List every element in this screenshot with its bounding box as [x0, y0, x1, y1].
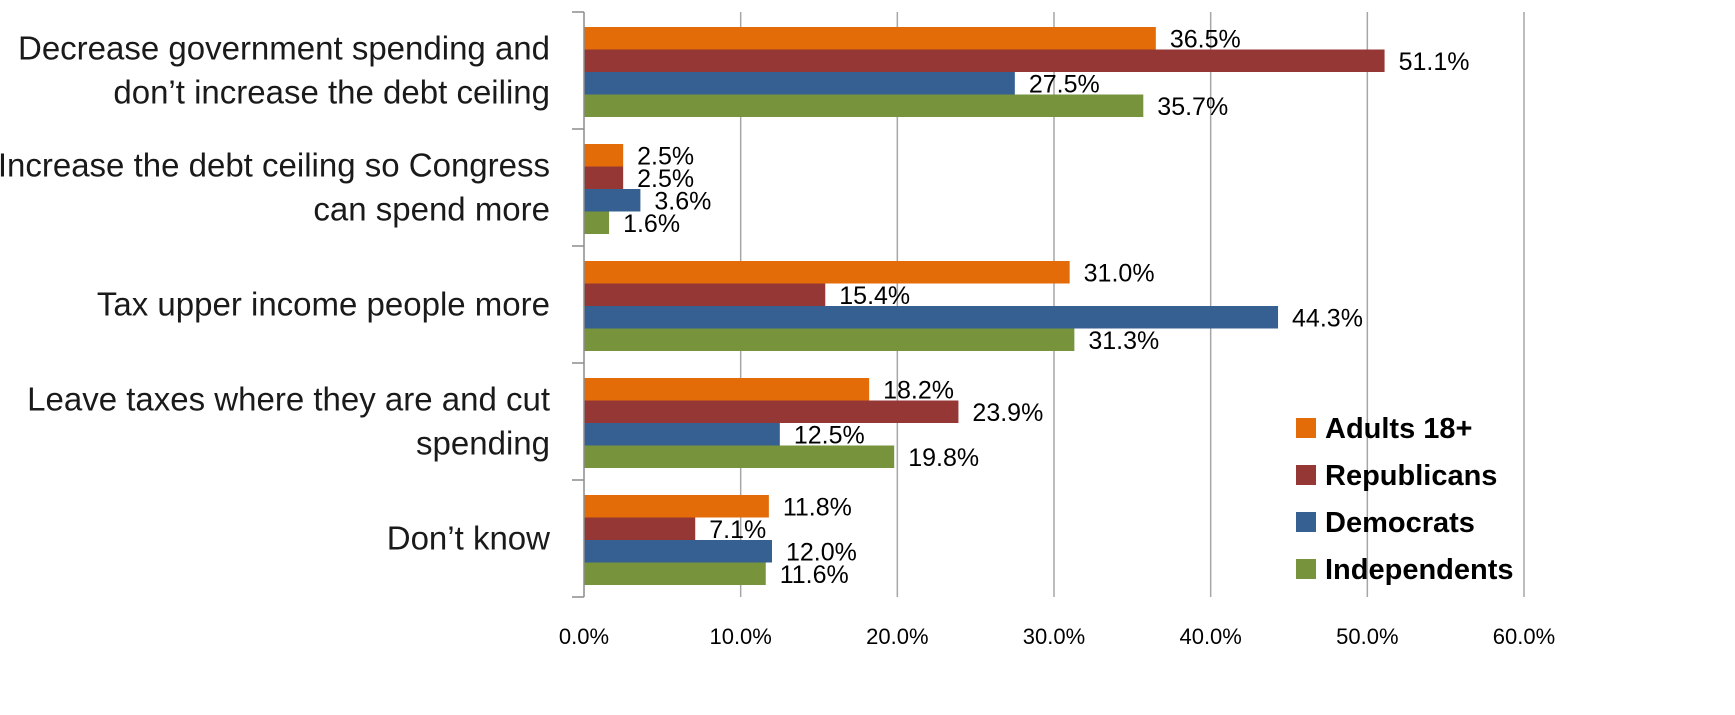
data-label: 3.6% — [654, 187, 711, 215]
bar — [584, 72, 1015, 95]
legend: Adults 18+ Republicans Democrats Independen… — [1296, 413, 1514, 586]
data-label: 31.0% — [1084, 259, 1155, 287]
bar — [584, 540, 772, 563]
data-label: 35.7% — [1157, 93, 1228, 121]
bar — [584, 261, 1070, 284]
x-tick-label: 10.0% — [709, 624, 771, 649]
data-label: 51.1% — [1399, 48, 1470, 76]
legend-label: Independents — [1325, 554, 1514, 586]
category-label: spending — [416, 425, 550, 462]
bar — [584, 328, 1075, 351]
data-label: 31.3% — [1088, 327, 1159, 355]
category-label: Decrease government spending and — [18, 30, 550, 67]
category-label: don’t increase the debt ceiling — [113, 74, 550, 111]
legend-swatch — [1296, 418, 1316, 438]
data-labels: 36.5%51.1%27.5%35.7%2.5%2.5%3.6%1.6%31.0… — [623, 25, 1469, 589]
bar — [584, 400, 959, 423]
data-label: 36.5% — [1170, 25, 1241, 53]
x-tick-label: 40.0% — [1179, 624, 1241, 649]
bar — [584, 445, 895, 468]
data-label: 23.9% — [972, 399, 1043, 427]
data-label: 2.5% — [637, 165, 694, 193]
bar — [584, 378, 870, 401]
bar — [584, 49, 1385, 72]
bar — [584, 283, 826, 306]
category-label: Tax upper income people more — [97, 286, 550, 323]
data-label: 19.8% — [908, 444, 979, 472]
data-label: 27.5% — [1029, 70, 1100, 98]
bar — [584, 211, 610, 234]
category-label: Don’t know — [387, 520, 550, 557]
data-label: 11.6% — [780, 561, 849, 589]
data-label: 44.3% — [1292, 304, 1363, 332]
legend-label: Adults 18+ — [1325, 413, 1472, 445]
legend-label: Republicans — [1325, 460, 1497, 492]
category-label: Increase the debt ceiling so Congress — [0, 147, 550, 184]
category-label: Leave taxes where they are and cut — [27, 381, 550, 418]
axes — [572, 11, 585, 598]
x-tick-label: 60.0% — [1493, 624, 1555, 649]
legend-label: Democrats — [1325, 507, 1475, 539]
data-label: 12.0% — [786, 538, 857, 566]
data-label: 2.5% — [637, 142, 694, 170]
bar — [584, 562, 766, 585]
legend-swatch — [1296, 465, 1316, 485]
bar — [584, 495, 769, 518]
bar — [584, 144, 624, 167]
data-label: 18.2% — [883, 376, 954, 404]
legend-swatch — [1296, 559, 1316, 579]
bar — [584, 94, 1144, 117]
bar — [584, 166, 624, 189]
bar — [584, 306, 1279, 329]
data-label: 15.4% — [839, 282, 910, 310]
bar — [584, 27, 1156, 50]
x-tick-label: 50.0% — [1336, 624, 1398, 649]
x-tick-label: 30.0% — [1023, 624, 1085, 649]
x-tick-label: 0.0% — [559, 624, 609, 649]
category-labels: Decrease government spending and don’t in… — [0, 30, 550, 557]
data-label: 7.1% — [709, 516, 766, 544]
data-label: 1.6% — [623, 210, 680, 238]
bar — [584, 423, 780, 446]
data-label: 11.8% — [783, 493, 852, 521]
legend-swatch — [1296, 512, 1316, 532]
data-label: 12.5% — [794, 421, 865, 449]
bar — [584, 517, 696, 540]
category-label: can spend more — [313, 191, 550, 228]
x-tick-labels: 0.0% 10.0% 20.0% 30.0% 40.0% 50.0% 60.0% — [559, 624, 1555, 649]
x-tick-label: 20.0% — [866, 624, 928, 649]
bars — [584, 27, 1385, 585]
bar — [584, 189, 641, 212]
